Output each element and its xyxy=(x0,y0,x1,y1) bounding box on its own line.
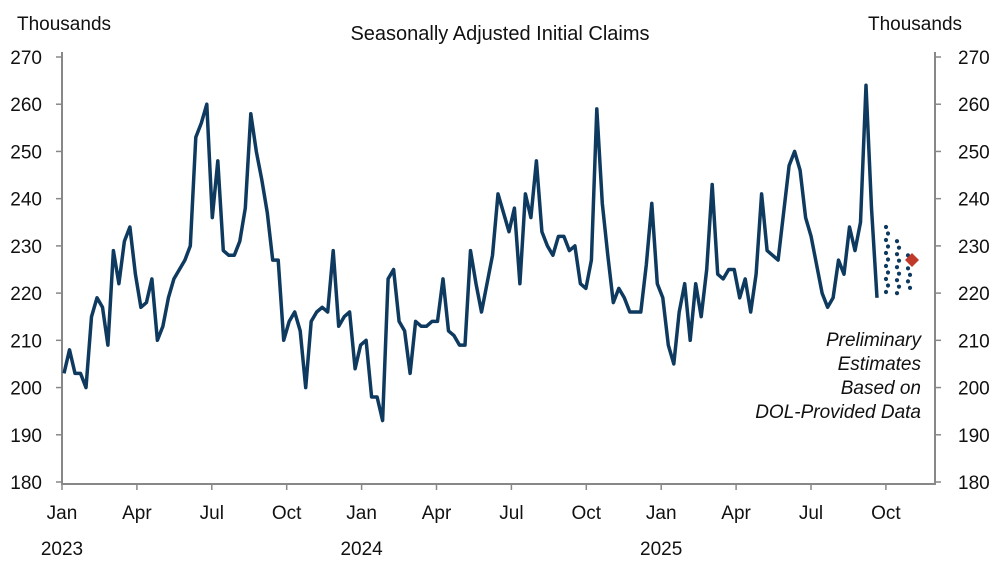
annotation-line: DOL-Provided Data xyxy=(755,402,921,423)
estimate-dot xyxy=(883,289,889,295)
annotation-line: Based on xyxy=(841,378,921,399)
estimate-dot xyxy=(905,266,911,271)
claims-series-line xyxy=(62,83,879,423)
estimate-dot xyxy=(896,271,902,276)
y-tick-label-left: 230 xyxy=(10,237,42,258)
y-tick-label-left: 260 xyxy=(10,95,42,116)
estimate-dot xyxy=(885,231,891,236)
x-tick-label-month: Jul xyxy=(499,503,523,524)
right-axis-unit-label: Thousands xyxy=(868,14,962,35)
y-tick-label-left: 210 xyxy=(10,331,42,352)
x-tick-label-month: Jul xyxy=(799,503,823,524)
x-tick-label-month: Jan xyxy=(47,503,78,524)
x-tick-label-month: Oct xyxy=(871,503,901,524)
estimate-dot xyxy=(905,279,911,284)
y-tick-label-right: 190 xyxy=(958,426,990,447)
y-tick-label-right: 180 xyxy=(958,473,990,494)
y-tick-label-right: 240 xyxy=(958,190,990,211)
y-tick-label-left: 250 xyxy=(10,142,42,163)
x-tick-label-year: 2024 xyxy=(340,539,383,560)
estimate-dot xyxy=(894,239,900,244)
estimate-dot xyxy=(883,237,889,243)
y-tick-label-left: 270 xyxy=(10,48,42,69)
annotation-line: Preliminary xyxy=(826,330,923,351)
x-tick-label-month: Oct xyxy=(572,503,602,524)
x-tick-label-year: 2023 xyxy=(41,539,83,560)
estimate-dot xyxy=(894,291,900,296)
y-tick-label-right: 200 xyxy=(958,379,990,400)
y-tick-label-right: 210 xyxy=(958,331,990,352)
estimate-dot xyxy=(885,283,891,288)
y-tick-label-left: 200 xyxy=(10,379,42,400)
x-tick-label-month: Jul xyxy=(200,503,224,524)
estimate-point-diamond xyxy=(905,253,919,268)
y-tick-label-right: 230 xyxy=(958,237,990,258)
y-tick-label-left: 240 xyxy=(10,190,42,211)
annotation-line: Estimates xyxy=(838,354,922,375)
estimate-dot xyxy=(883,263,889,269)
estimate-dot xyxy=(883,224,889,230)
chart-title: Seasonally Adjusted Initial Claims xyxy=(350,23,649,45)
y-tick-label-right: 250 xyxy=(958,142,990,163)
estimate-dot xyxy=(894,252,900,257)
x-tick-label-month: Jan xyxy=(346,503,377,524)
y-tick-label-left: 180 xyxy=(10,473,42,494)
left-axis-unit-label: Thousands xyxy=(17,14,111,35)
estimate-dot xyxy=(883,276,889,282)
estimate-dot xyxy=(896,258,902,263)
x-tick-label-month: Apr xyxy=(122,503,152,524)
y-tick-label-right: 220 xyxy=(958,284,990,305)
estimate-dot xyxy=(896,284,902,289)
y-tick-label-right: 260 xyxy=(958,95,990,116)
estimate-dot xyxy=(885,257,891,262)
estimate-dot xyxy=(885,244,891,249)
x-tick-label-month: Apr xyxy=(422,503,452,524)
estimate-dot xyxy=(896,245,902,250)
x-tick-label-year: 2025 xyxy=(640,539,682,560)
estimate-dot xyxy=(894,278,900,283)
x-tick-label-month: Jan xyxy=(646,503,677,524)
estimate-dot xyxy=(907,272,913,277)
estimate-dot xyxy=(885,270,891,275)
x-tick-label-month: Apr xyxy=(721,503,751,524)
estimate-dot xyxy=(883,250,889,256)
y-tick-label-left: 190 xyxy=(10,426,42,447)
y-tick-label-right: 270 xyxy=(958,48,990,69)
y-tick-label-left: 220 xyxy=(10,284,42,305)
x-tick-label-month: Oct xyxy=(272,503,302,524)
estimate-dot xyxy=(907,285,913,290)
estimate-dot xyxy=(894,265,900,270)
